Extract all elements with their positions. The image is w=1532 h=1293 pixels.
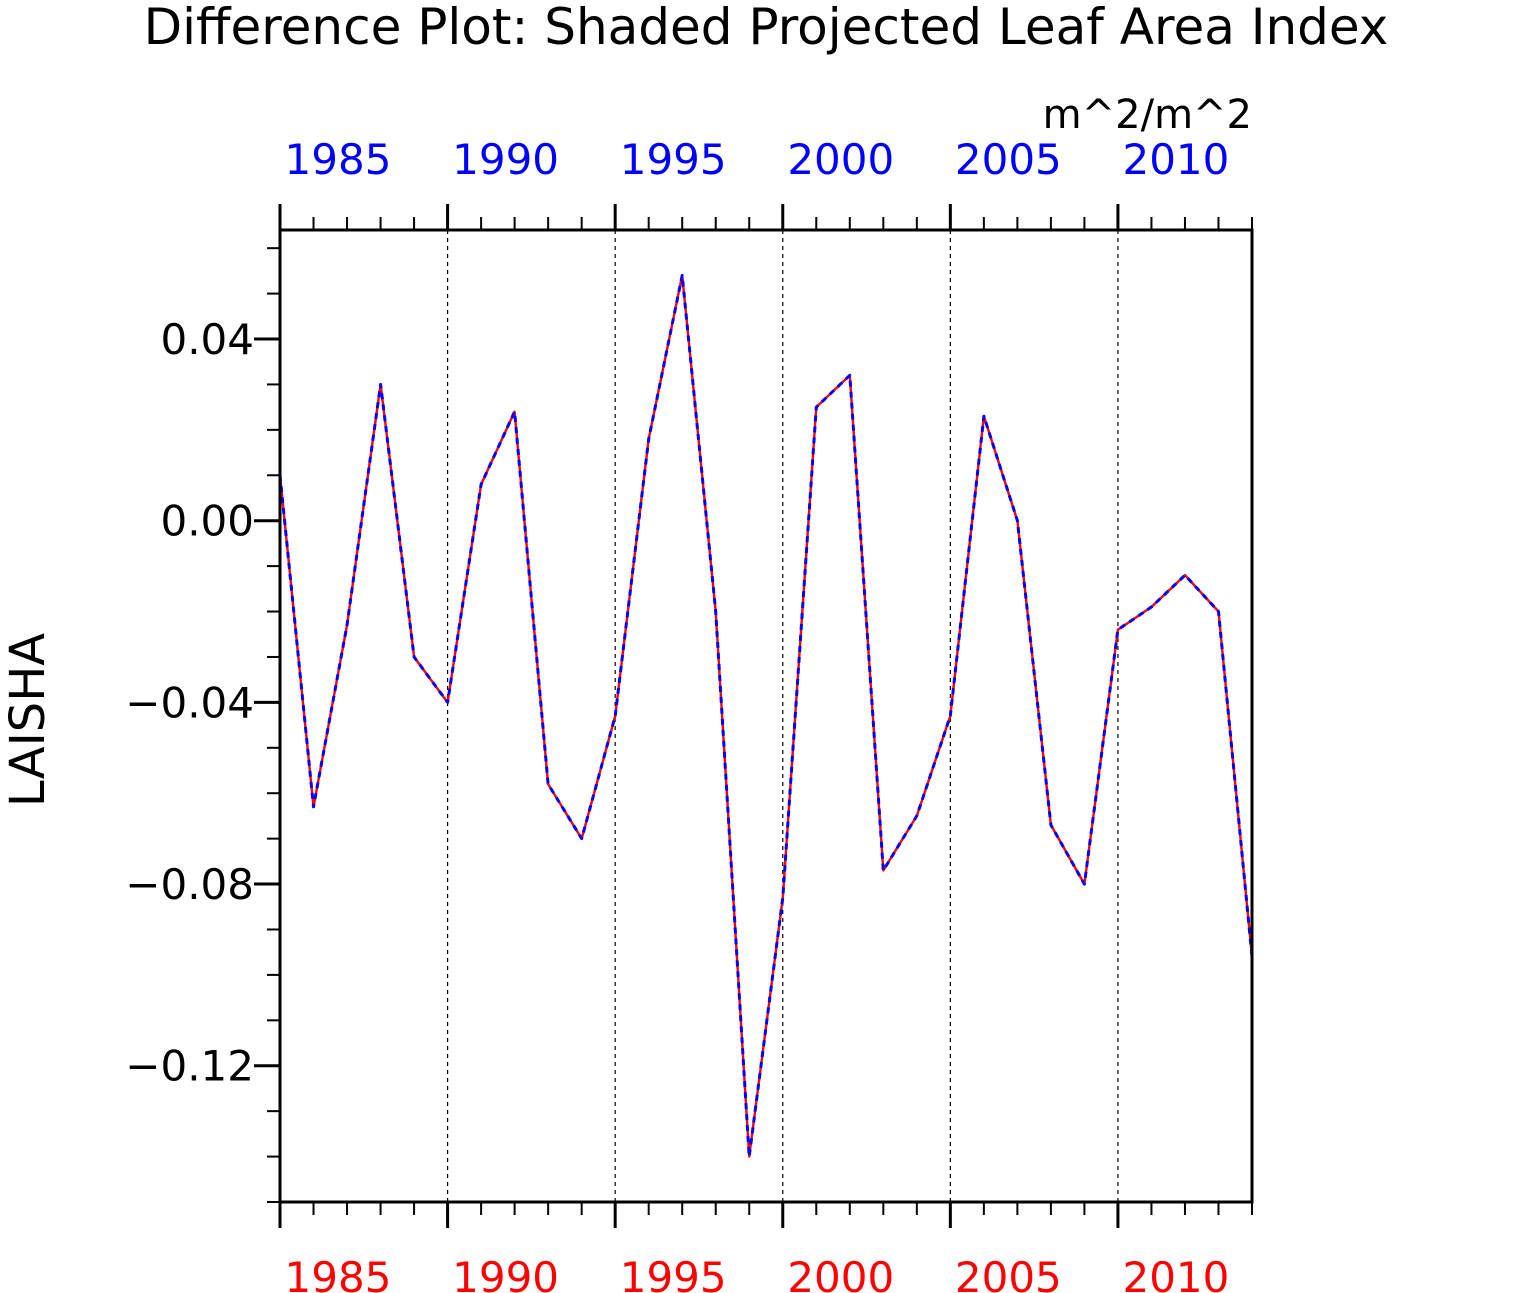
tick-labels: 1985 1985 1990 1990 1995 1995 2000 2000 2005 2005… — [125, 135, 1229, 1293]
top-x-tick-label: 1990 — [452, 135, 559, 184]
y-tick-label: −0.12 — [125, 1042, 254, 1091]
bottom-x-tick-label: 2010 — [1122, 1253, 1229, 1293]
top-x-tick-label: 1985 — [285, 135, 392, 184]
series-line-2 — [278, 273, 1254, 1159]
bottom-x-tick-label: 1995 — [620, 1253, 727, 1293]
y-tick-label: −0.04 — [125, 678, 254, 727]
bottom-x-tick-label: 1985 — [285, 1253, 392, 1293]
bottom-x-tick-label: 2005 — [955, 1253, 1062, 1293]
top-x-tick-label: 2000 — [787, 135, 894, 184]
bottom-x-tick-label: 1990 — [452, 1253, 559, 1293]
y-tick-label: 0.00 — [160, 497, 254, 546]
plot-frame — [278, 228, 1254, 1204]
y-tick-label: −0.08 — [125, 860, 254, 909]
top-x-tick-label: 1995 — [620, 135, 727, 184]
y-tick-label: 0.04 — [160, 315, 254, 364]
series-line-1 — [278, 274, 1254, 1158]
chart-title: Difference Plot: Shaded Projected Leaf A… — [144, 0, 1389, 56]
y-axis-label: LAISHA — [0, 633, 56, 807]
tick-marks — [254, 204, 1253, 1228]
top-x-tick-label: 2005 — [955, 135, 1062, 184]
grid-lines — [446, 230, 1119, 1202]
bottom-x-tick-label: 2000 — [787, 1253, 894, 1293]
series-group — [278, 273, 1254, 1159]
top-x-tick-label: 2010 — [1122, 135, 1229, 184]
units-label: m^2/m^2 — [1043, 92, 1252, 138]
